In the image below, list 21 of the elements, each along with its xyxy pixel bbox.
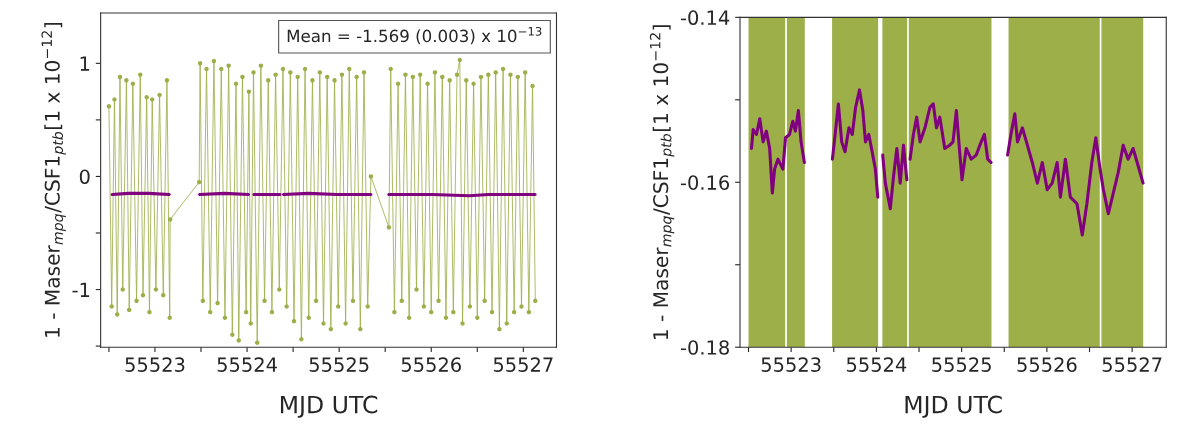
annotation: Mean = -1.569 (0.003) x 10$^{−13}$: [287, 26, 542, 45]
x-tick-label: 55526: [1017, 357, 1077, 372]
y-axis-title: 1 - Maser$_{mpq}$/CSF1$_{ptb}$[1 x 10$^{−12}$]: [41, 23, 66, 337]
y-tick-label: -0.16: [680, 175, 730, 190]
x-tick-label: 55527: [493, 357, 553, 372]
x-tick-label: 55525: [932, 357, 991, 372]
y-tick-label: -1: [72, 282, 90, 297]
x-tick-label: 55526: [401, 357, 461, 372]
y-tick-label: 1: [80, 56, 90, 71]
x-tick-label: 55523: [761, 357, 821, 372]
x-tick-label: 55527: [1102, 357, 1162, 372]
x-tick-label: 55524: [217, 357, 277, 372]
y-axis-title: 1 - Maser$_{mpq}$/CSF1$_{ptb}$[1 x 10$^{−12}$]: [649, 25, 675, 339]
x-tick-label: 55525: [309, 357, 369, 372]
x-tick-label: 55524: [846, 357, 907, 372]
x-axis-title: MJD UTC: [905, 395, 1002, 418]
y-tick-label: 0: [79, 169, 90, 185]
x-axis-title: MJD UTC: [280, 395, 378, 418]
y-tick-label: -0.18: [680, 340, 729, 355]
x-tick-label: 55523: [125, 357, 185, 372]
y-tick-label: -0.14: [680, 10, 730, 26]
